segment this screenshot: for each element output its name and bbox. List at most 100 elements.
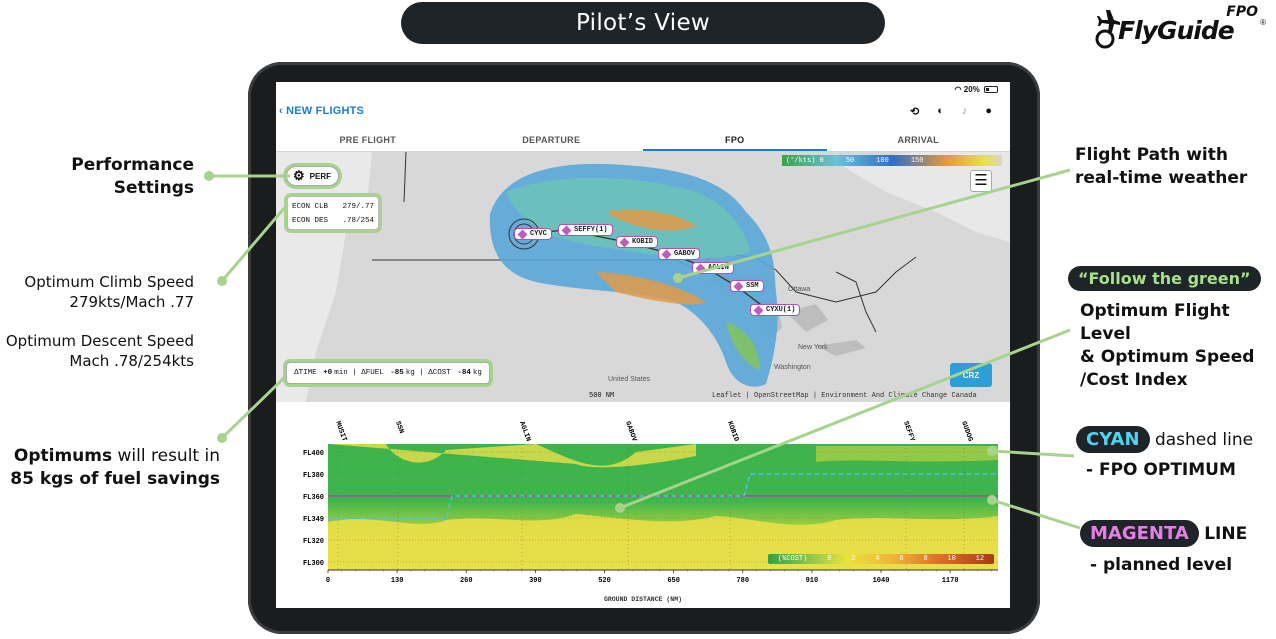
wind-legend-tick: 50 <box>845 156 855 165</box>
logo-reg: ® <box>1260 18 1266 27</box>
tab-arrival[interactable]: ARRIVAL <box>897 135 939 145</box>
x-tick-label: 1040 <box>873 577 890 585</box>
wifi-icon: ◠ <box>954 85 962 94</box>
x-tick-label: 390 <box>529 577 542 585</box>
bell-icon[interactable]: ♪ <box>961 105 968 117</box>
cost-legend-tick: 0 <box>827 555 832 563</box>
flight-level-label: FL400 <box>303 450 324 458</box>
delta-cost-unit: kg <box>472 369 482 377</box>
profile-waypoint-label: MUSIT <box>333 420 348 442</box>
planned-level-note: - planned level <box>1090 555 1233 575</box>
cost-legend-tick: 2 <box>851 555 856 563</box>
wind-legend-tick: 150 <box>910 156 924 165</box>
cyan-pill: CYAN <box>1076 426 1150 453</box>
crz-button[interactable]: CRZ <box>950 363 992 387</box>
city-label: Washington <box>774 364 811 371</box>
optimum-line: Optimum Flight Level <box>1080 301 1230 344</box>
waypoint-marker[interactable]: CYXU(1) <box>750 304 801 316</box>
x-tick-label: 0 <box>326 577 330 585</box>
cyan-note: CYAN dashed line <box>1076 426 1253 453</box>
waypoint-label: AGLIN <box>708 264 730 272</box>
nav-icons: ⟲ ◐ ♪ ● <box>910 105 992 118</box>
flight-level-label: FL349 <box>303 516 324 524</box>
descent-speed-line: Optimum Descent Speed <box>5 332 194 350</box>
map-attribution: Leaflet | OpenStreetMap | Environment An… <box>712 392 977 400</box>
leader-dot <box>615 503 625 513</box>
fpo-optimum-note: - FPO OPTIMUM <box>1086 460 1236 480</box>
status-bar: ◠ 20% <box>276 82 1010 96</box>
theme-icon[interactable]: ◐ <box>937 105 944 117</box>
x-tick-label: 1170 <box>942 577 959 585</box>
weather-map[interactable]: (°/kts) 0 50 100 150 ⚙ PERF ECON CLB 279/… <box>276 152 1010 402</box>
vertical-profile[interactable]: FL400 FL380 FL360 FL349 FL320 FL300 0 130 260 39… <box>276 402 1010 608</box>
x-tick-label: 260 <box>460 577 473 585</box>
tab-departure[interactable]: DEPARTURE <box>522 135 581 145</box>
econ-clb-value: 279/.77 <box>342 203 374 211</box>
map-scale: 500 NM <box>589 392 615 400</box>
sync-icon[interactable]: ⟲ <box>909 106 920 118</box>
x-tick-label: 650 <box>667 577 680 585</box>
delta-time-value: +0 <box>323 369 333 377</box>
airplane-logo-icon <box>1095 10 1120 49</box>
gear-icon: ⚙ <box>293 168 305 183</box>
flyguide-logo: FPO FlyGuide ® <box>1092 4 1270 50</box>
leader-dot <box>987 446 997 456</box>
logo-name: FlyGuide <box>1118 16 1235 45</box>
logo-fpo: FPO <box>1226 4 1258 20</box>
delta-cost-value: -84 <box>457 369 471 377</box>
flight-level-label: FL360 <box>303 494 324 502</box>
climb-speed-line: Optimum Climb Speed <box>24 273 194 291</box>
perf-label: PERF <box>309 171 331 181</box>
crz-label: CRZ <box>962 370 980 380</box>
back-button[interactable]: ‹ NEW FLIGHTS <box>279 105 365 117</box>
econ-des-value: .78/254 <box>342 217 374 225</box>
cost-legend-tick: 12 <box>975 555 985 563</box>
delta-summary: ΔTIME +0 min | ΔFUEL -85 kg | ΔCOST -84 kg <box>286 362 490 384</box>
tablet-screen: ◠ 20% ‹ NEW FLIGHTS ⟲ ◐ ♪ ● PRE FLIGHT D… <box>276 82 1010 608</box>
econ-clb-label: ECON CLB <box>292 203 329 211</box>
tab-pre-flight[interactable]: PRE FLIGHT <box>339 135 396 145</box>
x-tick-label: 520 <box>598 577 611 585</box>
waypoint-marker[interactable]: SSM <box>730 280 764 292</box>
waypoint-marker[interactable]: CYVC <box>514 228 552 240</box>
city-label: Ottawa <box>788 286 811 293</box>
status-right: ◠ 20% <box>955 85 998 94</box>
profile-waypoint-label: SSN <box>393 420 405 435</box>
perf-button[interactable]: ⚙ PERF <box>286 166 339 186</box>
x-tick-label: 910 <box>806 577 819 585</box>
tab-fpo[interactable]: FPO <box>643 130 827 151</box>
cost-legend-tick: (%COST) <box>777 555 808 563</box>
waypoint-marker[interactable]: AGLIN <box>692 262 735 274</box>
navbar: ‹ NEW FLIGHTS ⟲ ◐ ♪ ● <box>276 100 1010 126</box>
descent-speed-note: Optimum Descent Speed Mach .78/254kts <box>0 331 194 371</box>
delta-time-unit: min <box>334 369 348 377</box>
climb-speed-note: Optimum Climb Speed 279kts/Mach .77 <box>0 272 194 312</box>
x-axis-label: GROUND DISTANCE (NM) <box>603 596 682 603</box>
flight-level-label: FL380 <box>303 472 324 480</box>
magenta-pill: MAGENTA <box>1080 520 1199 547</box>
cost-legend: (%COST) 0 2 4 6 8 10 12 <box>768 554 994 564</box>
waypoint-marker[interactable]: GABOV <box>658 248 701 260</box>
profile-waypoint-label: AGLIN <box>517 420 532 442</box>
econ-speeds: ECON CLB 279/.77 ECON DES .78/254 <box>287 196 379 230</box>
delta-fuel-unit: kg <box>405 369 415 377</box>
profile-waypoint-label: KOBID <box>725 420 740 442</box>
waypoint-marker[interactable]: KOBID <box>616 236 659 248</box>
profile-waypoint-label: SEFFY <box>901 420 916 443</box>
waypoint-marker[interactable]: SEFFY(1) <box>558 224 613 236</box>
cost-legend-tick: 8 <box>923 555 928 563</box>
user-icon[interactable]: ● <box>985 105 992 117</box>
battery-icon <box>984 86 998 94</box>
map-menu-button[interactable]: ☰ <box>970 170 992 192</box>
leader-dot <box>217 276 227 286</box>
x-tick-label: 130 <box>391 577 404 585</box>
battery-percent: 20% <box>963 85 980 94</box>
follow-green-pill: “Follow the green” <box>1068 266 1261 291</box>
descent-speed-value: Mach .78/254kts <box>69 352 194 370</box>
fuel-savings-note: Optimums will result in 85 kgs of fuel s… <box>0 445 220 491</box>
wind-legend: (°/kts) 0 50 100 150 <box>782 155 1002 166</box>
cost-legend-tick: 4 <box>875 555 880 563</box>
leader-dot <box>204 171 214 181</box>
flight-path-note: Flight Path with real-time weather <box>1075 144 1247 190</box>
